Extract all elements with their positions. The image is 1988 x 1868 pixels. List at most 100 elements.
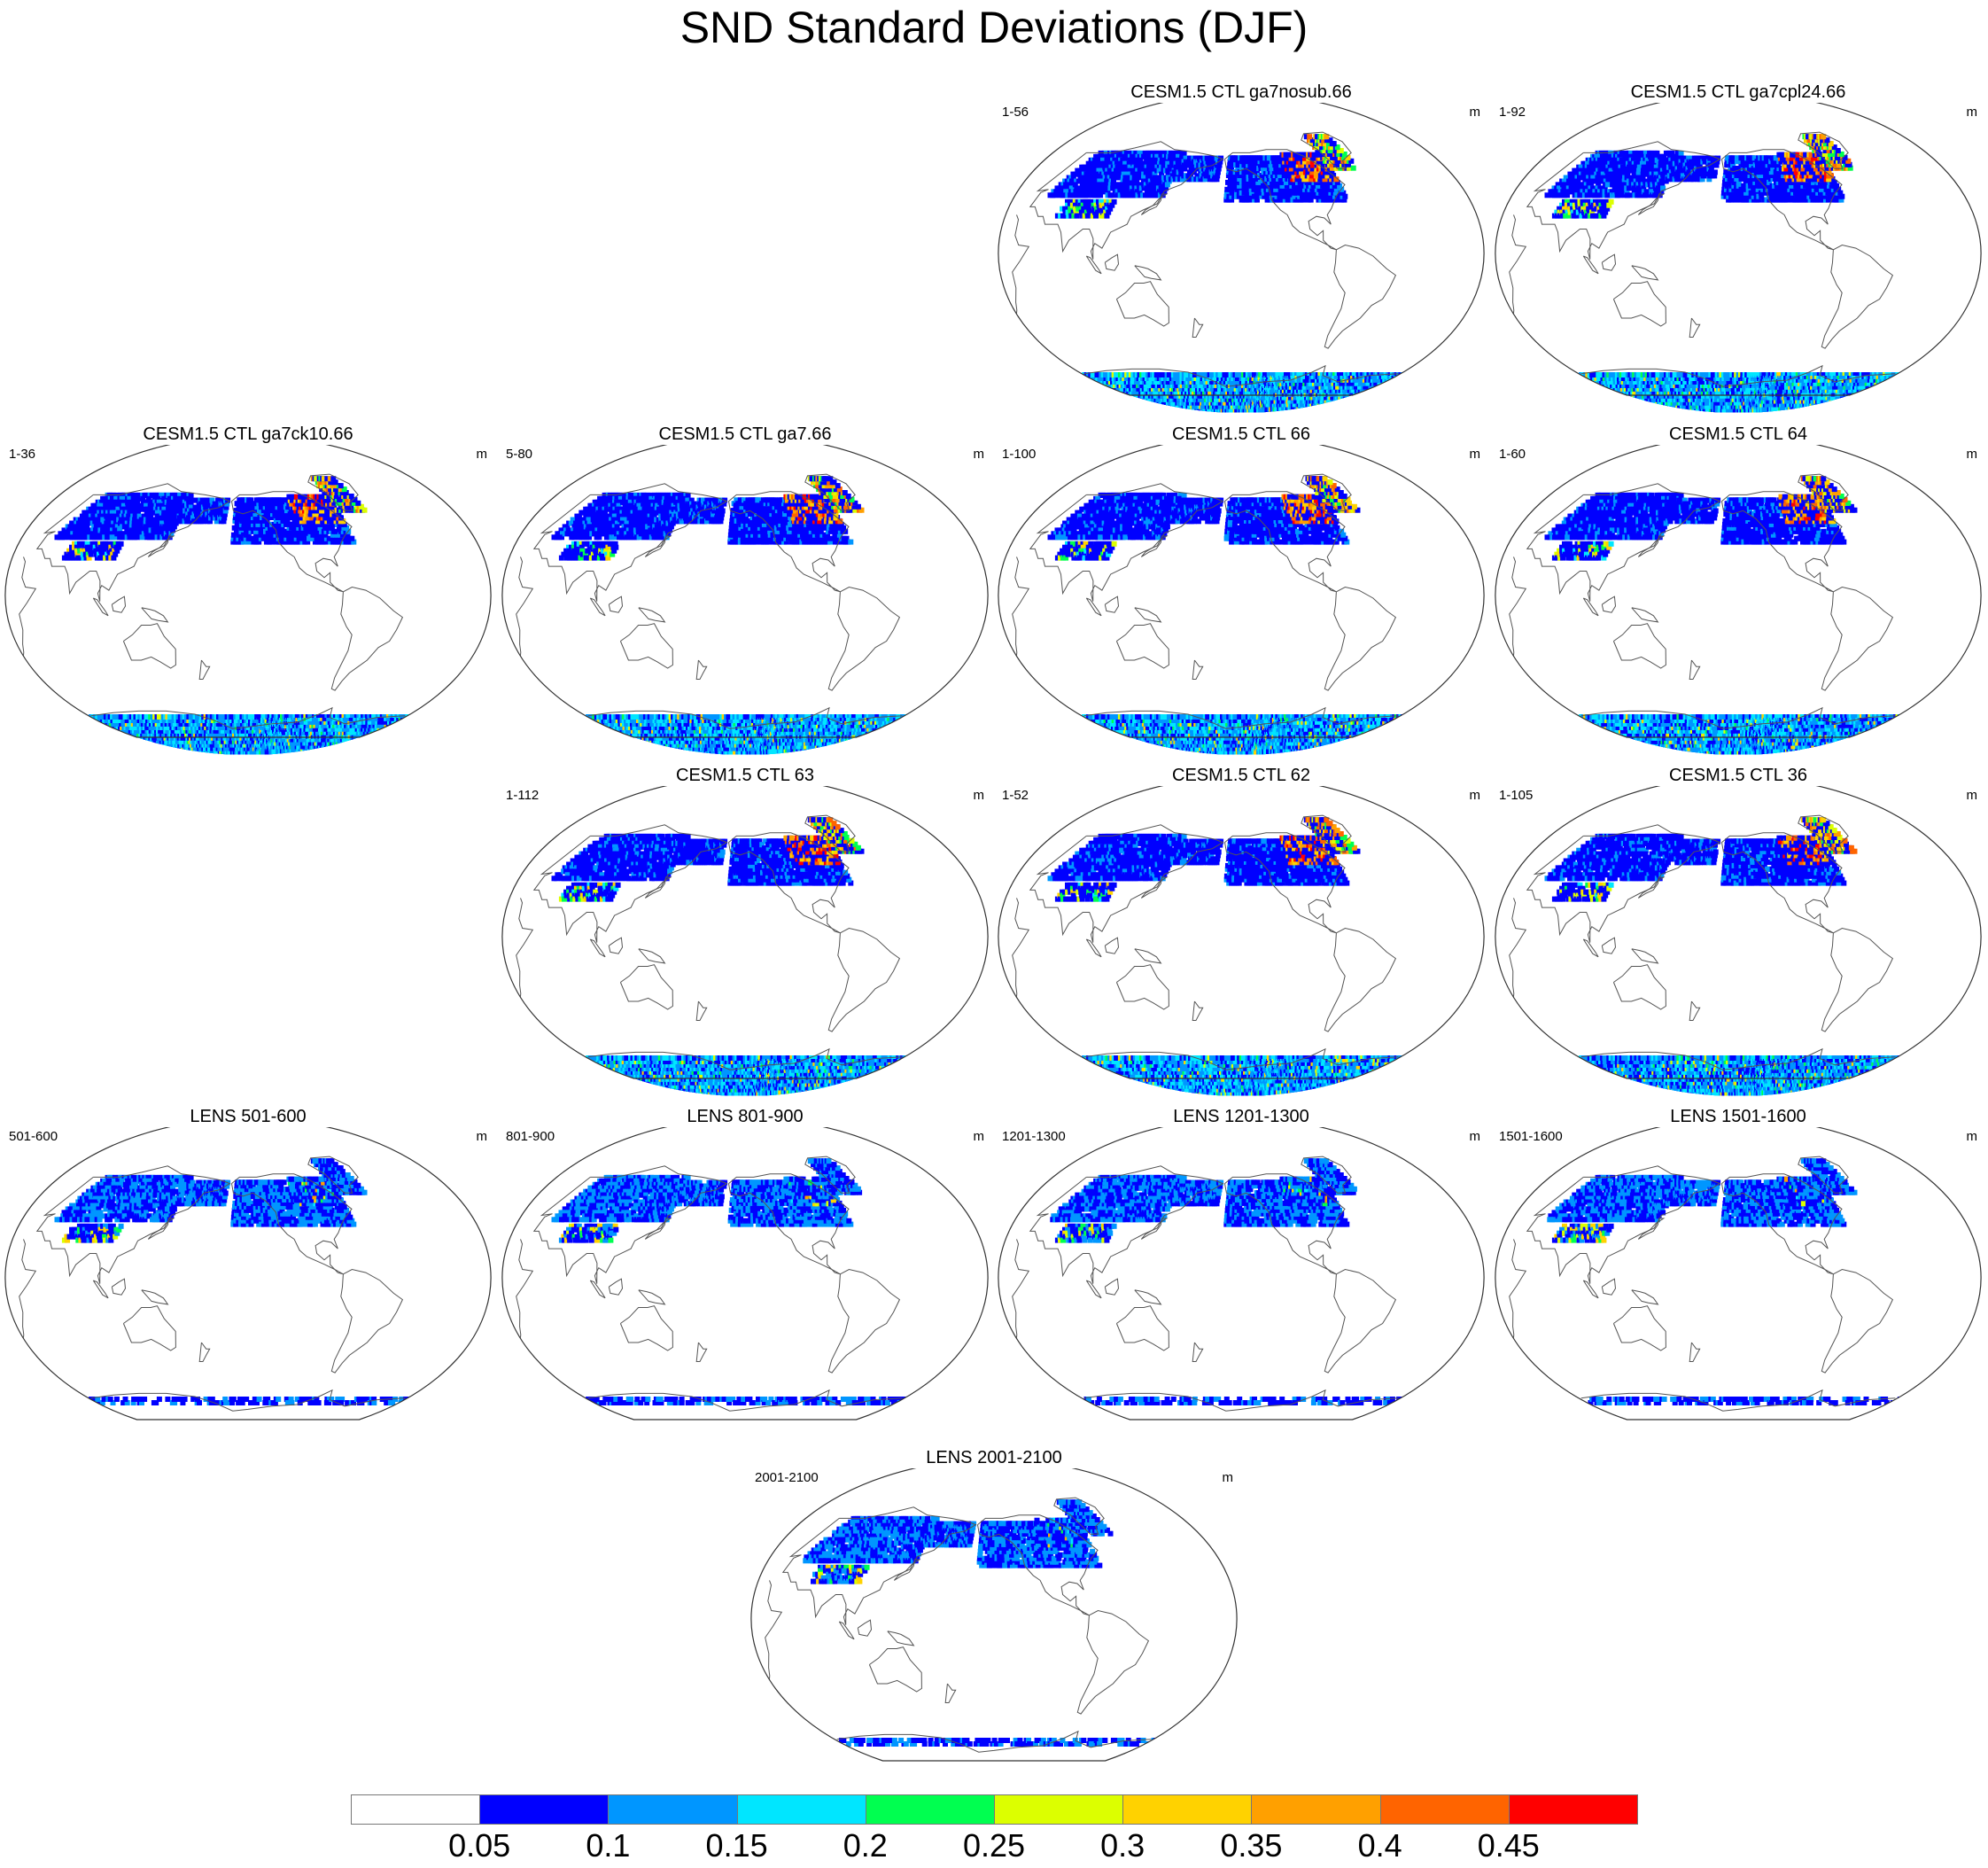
world-map (1490, 103, 1986, 418)
world-map (1490, 1127, 1986, 1443)
panel-year-range: 2001-2100 (755, 1470, 819, 1486)
panel-unit: m (1967, 447, 1978, 463)
world-map (0, 445, 496, 760)
map-panel: LENS 1201-1300 1201-1300 m (993, 1106, 1489, 1443)
colorbar-tick-label: 0.05 (431, 1828, 528, 1864)
world-map (993, 445, 1489, 760)
map-svg (750, 1468, 1238, 1762)
colorbar-swatch (1251, 1794, 1381, 1825)
map-svg (1495, 103, 1982, 413)
panel-title: LENS 801-900 (497, 1106, 993, 1127)
map-panel: CESM1.5 CTL ga7nosub.66 1-56 m (993, 82, 1489, 418)
panel-title: CESM1.5 CTL ga7nosub.66 (993, 82, 1489, 103)
map-panel: CESM1.5 CTL 36 1-105 m (1490, 765, 1986, 1101)
panel-title: CESM1.5 CTL 63 (497, 765, 993, 786)
map-panel: CESM1.5 CTL ga7cpl24.66 1-92 m (1490, 82, 1986, 418)
panel-year-range: 1501-1600 (1499, 1129, 1563, 1145)
panel-title: LENS 2001-2100 (746, 1447, 1242, 1468)
panel-title: LENS 501-600 (0, 1106, 496, 1127)
panel-title: CESM1.5 CTL ga7ck10.66 (0, 424, 496, 445)
panel-year-range: 1-105 (1499, 788, 1533, 804)
map-svg (1495, 445, 1982, 755)
colorbar-swatch (994, 1794, 1124, 1825)
colorbar-swatch (1122, 1794, 1253, 1825)
panel-unit: m (477, 1129, 488, 1145)
world-map (0, 1127, 496, 1443)
panel-year-range: 1-100 (1002, 447, 1036, 463)
world-map (993, 786, 1489, 1101)
panel-unit: m (974, 1129, 985, 1145)
panel-year-range: 5-80 (506, 447, 532, 463)
panel-unit: m (974, 788, 985, 804)
colorbar-tick-label: 0.3 (1074, 1828, 1171, 1864)
colorbar-swatch (1379, 1794, 1510, 1825)
colorbar-swatch (351, 1794, 481, 1825)
world-map (497, 445, 993, 760)
colorbar-tick-label: 0.4 (1332, 1828, 1429, 1864)
map-panel: CESM1.5 CTL 62 1-52 m (993, 765, 1489, 1101)
panel-unit: m (477, 447, 488, 463)
panel-year-range: 1-92 (1499, 105, 1526, 121)
colorbar-swatch (479, 1794, 610, 1825)
map-panel: CESM1.5 CTL 63 1-112 m (497, 765, 993, 1101)
panel-unit: m (1967, 1129, 1978, 1145)
world-map (497, 786, 993, 1101)
world-map (1490, 786, 1986, 1101)
colorbar-tick-label: 0.45 (1460, 1828, 1557, 1864)
panel-unit: m (1470, 447, 1481, 463)
panel-unit: m (1470, 105, 1481, 121)
world-map (1490, 445, 1986, 760)
map-svg (998, 786, 1485, 1096)
map-svg (501, 445, 989, 755)
panel-year-range: 801-900 (506, 1129, 555, 1145)
panel-year-range: 1-52 (1002, 788, 1029, 804)
panel-title: CESM1.5 CTL 64 (1490, 424, 1986, 445)
colorbar-swatch (865, 1794, 995, 1825)
panel-unit: m (1967, 105, 1978, 121)
map-svg (998, 103, 1485, 413)
panel-title: CESM1.5 CTL 36 (1490, 765, 1986, 786)
map-svg (998, 1127, 1485, 1420)
figure-title: SND Standard Deviations (DJF) (0, 0, 1988, 55)
panel-year-range: 1-36 (9, 447, 35, 463)
map-svg (1495, 786, 1982, 1096)
panel-title: LENS 1201-1300 (993, 1106, 1489, 1127)
colorbar (351, 1794, 1638, 1826)
panel-title: CESM1.5 CTL ga7cpl24.66 (1490, 82, 1986, 103)
panel-title: LENS 1501-1600 (1490, 1106, 1986, 1127)
colorbar-swatch (608, 1794, 738, 1825)
map-svg (501, 786, 989, 1096)
colorbar-tick-label: 0.1 (559, 1828, 656, 1864)
map-panel: CESM1.5 CTL 66 1-100 m (993, 424, 1489, 760)
colorbar-swatch (736, 1794, 866, 1825)
panel-year-range: 1-56 (1002, 105, 1029, 121)
map-panel: LENS 501-600 501-600 m (0, 1106, 496, 1443)
panel-title: CESM1.5 CTL 62 (993, 765, 1489, 786)
panel-title: CESM1.5 CTL 66 (993, 424, 1489, 445)
panel-unit: m (974, 447, 985, 463)
panel-year-range: 1201-1300 (1002, 1129, 1066, 1145)
map-panel: CESM1.5 CTL ga7ck10.66 1-36 m (0, 424, 496, 760)
world-map (993, 103, 1489, 418)
panel-unit: m (1967, 788, 1978, 804)
map-svg (501, 1127, 989, 1420)
map-panel: CESM1.5 CTL ga7.66 5-80 m (497, 424, 993, 760)
world-map (497, 1127, 993, 1443)
panel-unit: m (1223, 1470, 1234, 1486)
panel-year-range: 501-600 (9, 1129, 58, 1145)
panel-year-range: 1-112 (506, 788, 539, 804)
world-map (746, 1468, 1242, 1784)
panel-year-range: 1-60 (1499, 447, 1526, 463)
panel-unit: m (1470, 1129, 1481, 1145)
map-svg (4, 1127, 492, 1420)
map-svg (998, 445, 1485, 755)
map-svg (4, 445, 492, 755)
colorbar-tick-label: 0.35 (1202, 1828, 1300, 1864)
map-panel: LENS 2001-2100 2001-2100 m (746, 1447, 1242, 1784)
colorbar-tick-label: 0.25 (945, 1828, 1043, 1864)
colorbar-tick-label: 0.15 (688, 1828, 786, 1864)
map-svg (1495, 1127, 1982, 1420)
colorbar-tick-label: 0.2 (817, 1828, 914, 1864)
map-panel: CESM1.5 CTL 64 1-60 m (1490, 424, 1986, 760)
panel-unit: m (1470, 788, 1481, 804)
